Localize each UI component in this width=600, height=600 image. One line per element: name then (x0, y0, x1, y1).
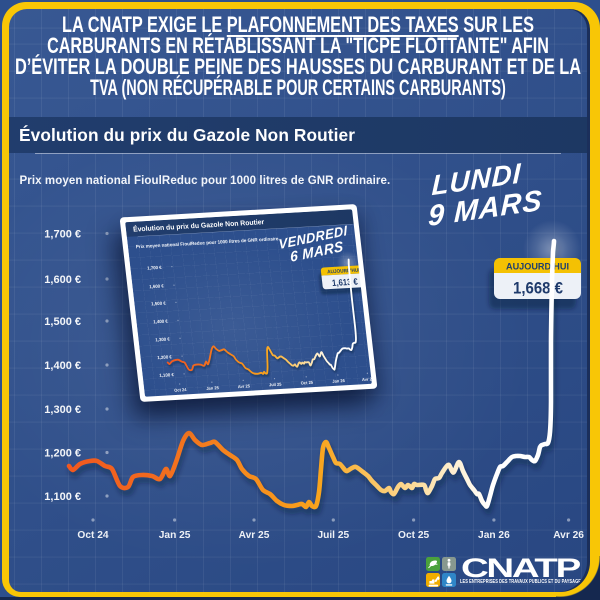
svg-text:1,668 €: 1,668 € (513, 279, 563, 298)
svg-text:AUJOURD'HUI: AUJOURD'HUI (327, 268, 361, 276)
svg-text:1,613 €: 1,613 € (332, 276, 359, 288)
svg-text:AUJOURD'HUI: AUJOURD'HUI (506, 262, 569, 273)
